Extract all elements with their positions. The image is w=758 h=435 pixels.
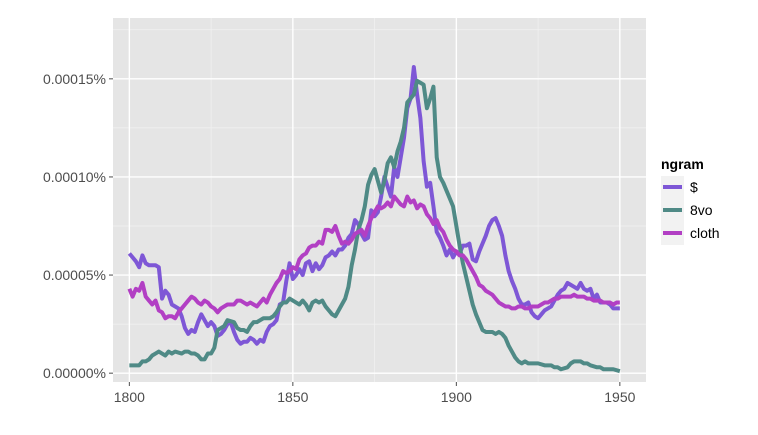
legend-title: ngram: [661, 156, 704, 172]
y-axis: 0.00000% 0.00005% 0.00010% 0.00015%: [43, 71, 113, 381]
legend-label: 8vo: [690, 202, 713, 218]
x-tick-label: 1800: [114, 389, 145, 405]
y-tick-label: 0.00010%: [43, 169, 106, 185]
series-line-cloth: [127, 194, 620, 321]
legend-label: $: [690, 179, 698, 195]
series-line-8vo: [129, 78, 621, 374]
major-gridlines: [113, 18, 646, 382]
x-axis: 1800 1850 1900 1950: [114, 382, 636, 405]
x-tick-label: 1950: [604, 389, 635, 405]
y-tick-label: 0.00015%: [43, 71, 106, 87]
series-lines: [127, 65, 621, 374]
legend: ngram $8vo cloth: [661, 156, 720, 245]
x-tick-label: 1850: [277, 389, 308, 405]
x-tick-label: 1900: [441, 389, 472, 405]
legend-label: cloth: [690, 225, 720, 241]
y-tick-label: 0.00005%: [43, 267, 106, 283]
y-tick-label: 0.00000%: [43, 365, 106, 381]
